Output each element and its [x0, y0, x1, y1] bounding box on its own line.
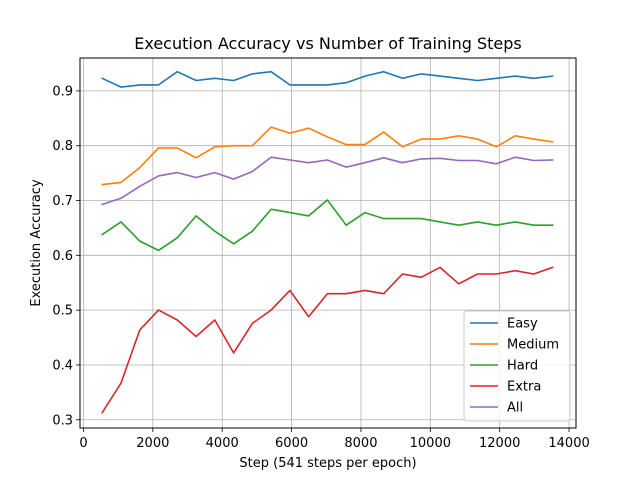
legend-label-extra: Extra — [507, 380, 541, 395]
y-axis-ticks: 0.3 0.4 0.5 0.6 0.7 0.8 0.9 — [52, 84, 80, 428]
x-tick-label: 0 — [79, 436, 87, 451]
series-line-medium — [101, 126, 554, 186]
legend: Easy Medium Hard Extra All — [463, 310, 571, 422]
x-tick-label: 6000 — [275, 436, 308, 451]
series-line-hard — [101, 199, 554, 252]
plot-frame — [79, 57, 577, 429]
legend-label-all: All — [507, 401, 523, 416]
y-tick-label: 0.9 — [52, 84, 73, 99]
y-axis-label: Execution Accuracy — [29, 179, 44, 307]
x-tick-label: 12000 — [479, 436, 520, 451]
series-line-all — [101, 156, 554, 206]
x-axis-ticks: 0 2000 4000 6000 8000 10000 12000 14000 — [79, 428, 590, 451]
y-tick-label: 0.5 — [52, 304, 73, 319]
legend-label-easy: Easy — [507, 317, 538, 332]
chart-title: Execution Accuracy vs Number of Training… — [134, 34, 521, 53]
y-tick-label: 0.4 — [52, 358, 73, 373]
legend-label-hard: Hard — [507, 359, 538, 374]
x-tick-label: 4000 — [206, 436, 239, 451]
y-tick-label: 0.3 — [52, 413, 73, 428]
y-tick-label: 0.8 — [52, 139, 73, 154]
series-lines — [101, 70, 554, 414]
legend-label-medium: Medium — [507, 338, 559, 353]
legend-box — [463, 310, 571, 422]
x-tick-label: 2000 — [136, 436, 169, 451]
x-tick-label: 10000 — [410, 436, 451, 451]
series-line-extra — [101, 266, 554, 414]
x-tick-label: 8000 — [344, 436, 377, 451]
y-tick-label: 0.7 — [52, 194, 73, 209]
y-tick-label: 0.6 — [52, 249, 73, 264]
series-line-easy — [101, 70, 554, 88]
x-tick-label: 14000 — [548, 436, 589, 451]
x-axis-label: Step (541 steps per epoch) — [239, 456, 416, 471]
